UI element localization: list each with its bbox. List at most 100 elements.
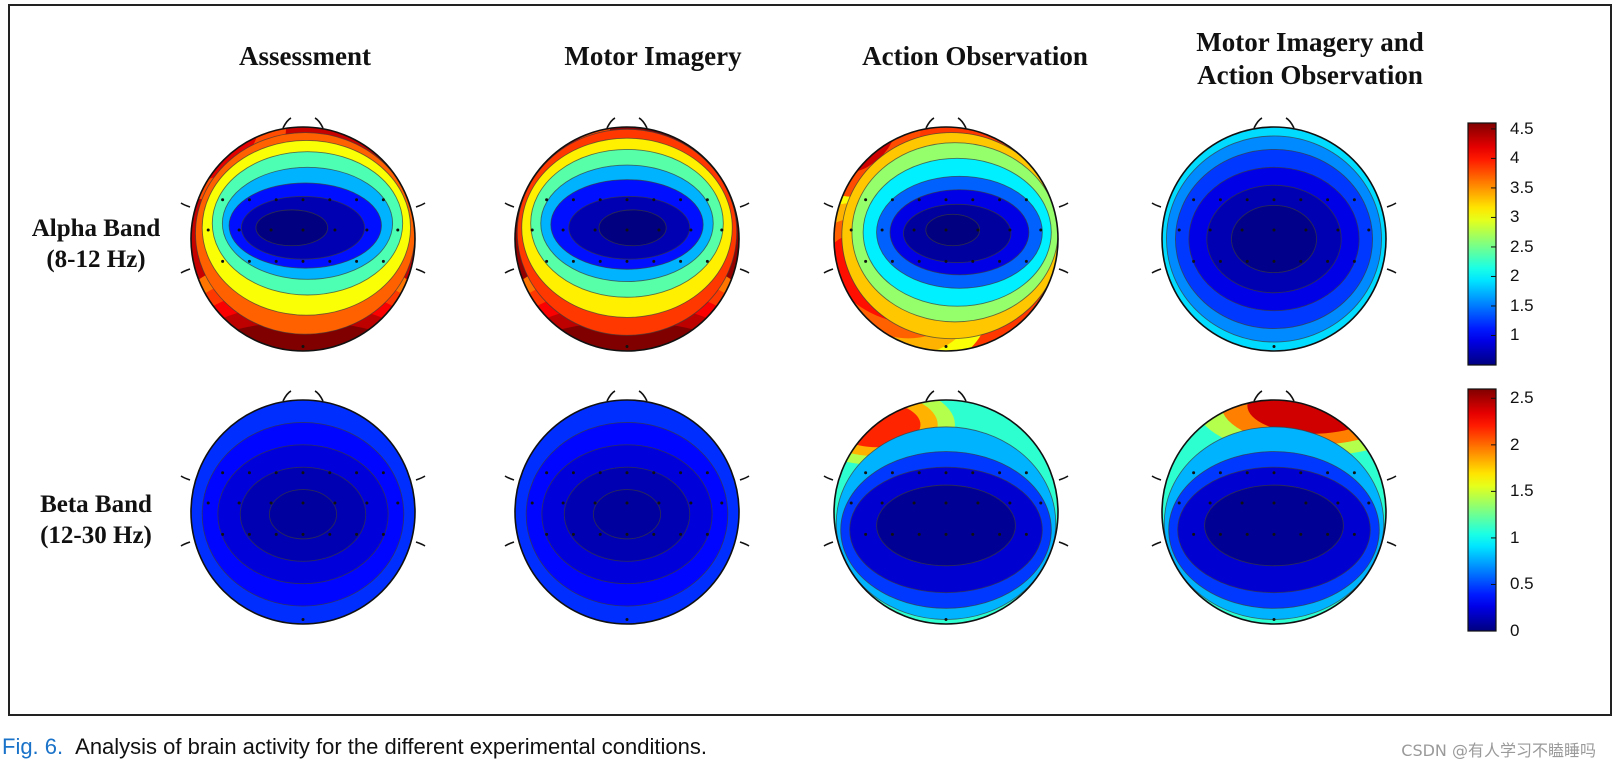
electrode-dot [880, 228, 884, 232]
electrode-dot [971, 532, 975, 536]
topoplot-field [834, 400, 1058, 624]
topoplot-field [1162, 127, 1386, 351]
electrode-dot [561, 228, 565, 232]
electrode-dot [530, 501, 534, 505]
electrode-dot [328, 471, 332, 475]
electrode-dot [944, 618, 948, 622]
electrode-dot [689, 228, 693, 232]
electrode-dot [1299, 471, 1303, 475]
electrode-dot [1218, 532, 1222, 536]
electrode-dot [849, 228, 853, 232]
electrode-dot [381, 532, 385, 536]
left-ear-marker [823, 202, 834, 274]
field-contour [592, 489, 662, 540]
electrode-dot [625, 471, 629, 475]
right-ear-marker [1386, 475, 1397, 547]
electrode-dot [1039, 228, 1043, 232]
electrode-dot [1008, 501, 1012, 505]
left-ear-marker [504, 475, 515, 547]
electrode-dot [381, 259, 385, 263]
electrode-dot [1192, 471, 1196, 475]
electrode-dot [355, 471, 359, 475]
electrode-dot [396, 501, 400, 505]
electrode-dot [1024, 198, 1028, 202]
electrode-dot [1245, 471, 1249, 475]
electrode-dot [598, 259, 602, 263]
electrode-dot [301, 198, 305, 202]
electrode-dot [328, 198, 332, 202]
electrode-dot [1024, 471, 1028, 475]
electrode-dot [1272, 345, 1276, 349]
field-hotspot [1247, 400, 1380, 434]
electrode-dot [720, 228, 724, 232]
electrode-dot [1245, 198, 1249, 202]
colorbar-tick-label: 1 [1510, 527, 1520, 547]
electrode-dot [274, 259, 278, 263]
electrode-dot [1008, 228, 1012, 232]
row-label-beta: Beta Band (12-30 Hz) [40, 491, 152, 549]
electrode-dot [917, 259, 921, 263]
topoplot-beta-3 [1151, 390, 1397, 625]
right-ear-marker [739, 202, 750, 274]
electrode-dot [1218, 198, 1222, 202]
colorbar-alpha [1467, 122, 1497, 366]
column-title-motor-imagery: Motor Imagery [564, 41, 742, 71]
electrode-dot [1177, 228, 1181, 232]
electrode-dot [1272, 501, 1276, 505]
electrode-dot [237, 501, 241, 505]
electrode-dot [221, 532, 225, 536]
electrode-dot [1272, 198, 1276, 202]
electrode-dot [657, 228, 661, 232]
electrode-dot [917, 532, 921, 536]
electrode-dot [625, 501, 629, 505]
electrode-dot [880, 501, 884, 505]
electrode-dot [206, 501, 210, 505]
electrode-dot [890, 471, 894, 475]
electrode-dot [625, 198, 629, 202]
electrode-dot [971, 198, 975, 202]
electrode-dot [1272, 259, 1276, 263]
electrode-dot [912, 501, 916, 505]
electrode-dot [365, 501, 369, 505]
electrode-dot [652, 471, 656, 475]
electrode-dot [998, 532, 1002, 536]
nose-marker [606, 390, 648, 402]
electrode-dot [1304, 228, 1308, 232]
left-ear-marker [1151, 475, 1162, 547]
electrode-dot [571, 532, 575, 536]
electrode-dot [593, 228, 597, 232]
right-ear-marker [1386, 202, 1397, 274]
electrode-dot [301, 618, 305, 622]
colorbar-tick-label: 2 [1510, 266, 1520, 286]
electrode-dot [381, 471, 385, 475]
electrode-dot [221, 471, 225, 475]
electrode-dot [1352, 259, 1356, 263]
electrode-dot [689, 501, 693, 505]
electrode-dot [1367, 501, 1371, 505]
electrode-dot [355, 198, 359, 202]
column-title-mi-and-ao: Motor Imagery and Action Observation [1196, 27, 1424, 90]
topoplot-beta-0 [180, 390, 426, 625]
electrode-dot [1336, 228, 1340, 232]
field-contour [925, 213, 981, 247]
electrode-dot [971, 471, 975, 475]
electrode-dot [849, 501, 853, 505]
electrode-dot [328, 259, 332, 263]
colorbar-tick-label: 2.5 [1510, 236, 1534, 256]
head-outline [1161, 126, 1387, 352]
topoplot-field [1162, 400, 1386, 624]
electrode-dot [206, 228, 210, 232]
electrode-dot [944, 471, 948, 475]
electrode-dot [944, 532, 948, 536]
electrode-dot [1272, 228, 1276, 232]
left-ear-marker [504, 202, 515, 274]
electrode-dot [1208, 501, 1212, 505]
electrode-dot [944, 228, 948, 232]
caption-label: Fig. 6. [2, 734, 64, 759]
electrode-dot [1024, 259, 1028, 263]
head-outline [833, 399, 1059, 625]
electrode-dot [1352, 532, 1356, 536]
colorbar-tick-label: 2 [1510, 434, 1520, 454]
field-contour [1230, 204, 1318, 274]
electrode-dot [561, 501, 565, 505]
